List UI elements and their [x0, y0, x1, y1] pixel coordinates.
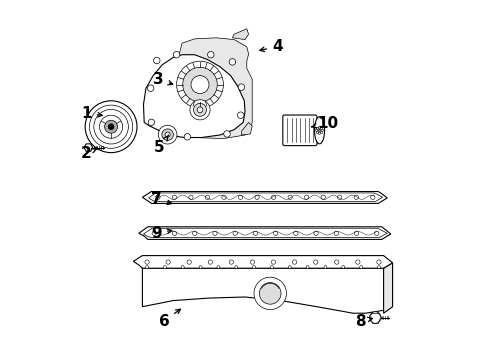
Circle shape [320, 127, 322, 129]
Circle shape [162, 129, 173, 140]
Circle shape [159, 131, 166, 137]
Polygon shape [144, 55, 245, 138]
Polygon shape [384, 263, 392, 313]
Circle shape [253, 266, 255, 269]
Ellipse shape [315, 117, 324, 144]
Circle shape [164, 266, 166, 269]
Circle shape [146, 266, 148, 269]
Circle shape [238, 112, 244, 118]
Circle shape [314, 260, 318, 264]
Text: 7: 7 [151, 192, 172, 207]
Circle shape [85, 101, 137, 153]
Circle shape [108, 124, 114, 130]
Polygon shape [232, 29, 248, 40]
Circle shape [181, 266, 184, 269]
Circle shape [191, 76, 209, 94]
Circle shape [208, 51, 214, 58]
Polygon shape [133, 256, 392, 268]
Text: 5: 5 [154, 135, 169, 155]
Circle shape [173, 51, 180, 58]
Circle shape [145, 260, 149, 264]
Circle shape [270, 266, 273, 269]
Text: 4: 4 [260, 39, 283, 54]
Circle shape [176, 61, 223, 108]
Text: 1: 1 [81, 106, 102, 121]
Circle shape [187, 260, 192, 264]
Circle shape [184, 134, 191, 140]
Circle shape [317, 131, 318, 134]
Circle shape [229, 260, 234, 264]
Text: 10: 10 [312, 116, 339, 131]
Circle shape [321, 129, 323, 131]
Text: 6: 6 [159, 309, 180, 329]
Polygon shape [143, 192, 387, 203]
Circle shape [158, 125, 177, 144]
Circle shape [377, 266, 380, 269]
Circle shape [320, 131, 322, 134]
Circle shape [104, 120, 118, 133]
Circle shape [194, 103, 206, 116]
Circle shape [356, 260, 360, 264]
Circle shape [197, 107, 203, 113]
Circle shape [199, 266, 202, 269]
Circle shape [250, 260, 255, 264]
Polygon shape [139, 227, 391, 239]
Circle shape [293, 260, 297, 264]
Circle shape [318, 126, 320, 129]
Circle shape [208, 260, 213, 264]
Circle shape [316, 129, 318, 131]
Text: 3: 3 [153, 72, 172, 87]
Circle shape [360, 266, 363, 269]
Circle shape [288, 266, 291, 269]
Circle shape [335, 260, 339, 264]
Circle shape [99, 115, 122, 138]
Circle shape [377, 260, 381, 264]
Circle shape [369, 312, 381, 323]
Circle shape [165, 132, 170, 137]
Circle shape [153, 57, 160, 64]
Circle shape [259, 283, 281, 304]
Circle shape [342, 266, 344, 269]
Circle shape [148, 119, 155, 126]
Polygon shape [143, 268, 384, 313]
Circle shape [271, 260, 276, 264]
Circle shape [229, 59, 236, 65]
Circle shape [254, 277, 286, 310]
Circle shape [306, 266, 309, 269]
Polygon shape [84, 144, 93, 151]
Circle shape [224, 131, 230, 137]
Circle shape [90, 105, 133, 148]
Text: 9: 9 [151, 226, 172, 241]
Circle shape [147, 85, 154, 91]
Circle shape [235, 266, 238, 269]
Circle shape [324, 266, 327, 269]
Circle shape [318, 132, 320, 134]
Polygon shape [176, 38, 252, 139]
Circle shape [317, 127, 318, 129]
Circle shape [166, 260, 171, 264]
Text: 2: 2 [80, 145, 97, 161]
FancyBboxPatch shape [283, 115, 317, 145]
Circle shape [183, 67, 217, 102]
Circle shape [318, 129, 320, 131]
Circle shape [94, 109, 128, 144]
Circle shape [190, 100, 210, 120]
Polygon shape [242, 122, 252, 135]
Circle shape [238, 84, 245, 90]
Circle shape [217, 266, 220, 269]
Text: 8: 8 [355, 314, 372, 329]
